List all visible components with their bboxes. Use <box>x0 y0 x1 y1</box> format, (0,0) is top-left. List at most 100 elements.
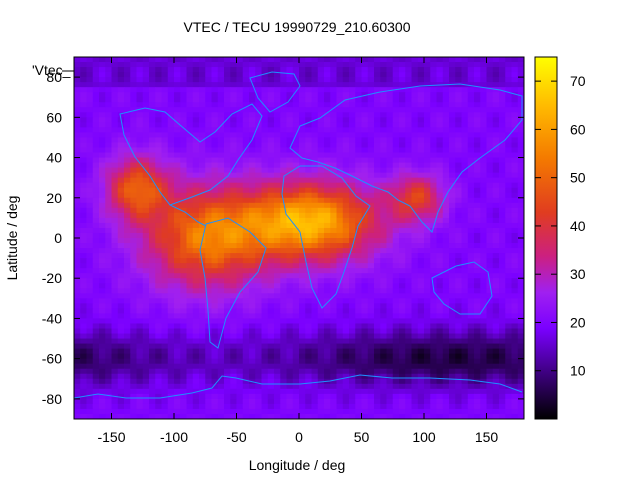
heatmap-cell <box>74 243 81 249</box>
heatmap-cell <box>499 97 506 103</box>
heatmap-cell <box>124 77 131 83</box>
heatmap-cell <box>311 383 319 390</box>
heatmap-cell <box>192 77 200 83</box>
heatmap-cell <box>405 207 413 214</box>
heatmap-cell <box>167 117 175 123</box>
heatmap-cell <box>292 207 300 214</box>
heatmap-cell <box>505 398 513 405</box>
heatmap-cell <box>99 212 106 219</box>
heatmap-cell <box>149 363 156 370</box>
heatmap-cell <box>136 117 144 123</box>
heatmap-cell <box>417 373 425 380</box>
heatmap-cell <box>386 248 394 254</box>
heatmap-cell <box>405 318 413 325</box>
heatmap-cell <box>367 353 375 360</box>
heatmap-cell <box>336 212 344 219</box>
heatmap-cell <box>361 157 369 164</box>
heatmap-cell <box>74 207 81 214</box>
heatmap-cell <box>467 172 475 179</box>
heatmap-cell <box>261 338 269 345</box>
heatmap-cell <box>74 167 81 174</box>
heatmap-cell <box>92 102 100 108</box>
heatmap-cell <box>305 72 313 78</box>
heatmap-cell <box>349 217 356 224</box>
heatmap-cell <box>386 107 394 113</box>
heatmap-cell <box>405 87 413 93</box>
heatmap-cell <box>449 67 456 73</box>
heatmap-cell <box>280 398 288 405</box>
heatmap-cell <box>455 82 463 88</box>
heatmap-cell <box>436 117 444 123</box>
heatmap-cell <box>355 313 363 320</box>
heatmap-cell <box>142 313 150 320</box>
heatmap-cell <box>211 293 219 299</box>
heatmap-cell <box>111 232 119 239</box>
heatmap-cell <box>486 162 494 169</box>
heatmap-cell <box>261 147 269 154</box>
heatmap-cell <box>399 222 406 229</box>
heatmap-cell <box>180 122 188 128</box>
heatmap-cell <box>299 207 306 214</box>
heatmap-cell <box>505 117 513 123</box>
heatmap-cell <box>261 298 269 304</box>
heatmap-cell <box>105 77 113 83</box>
heatmap-cell <box>355 288 363 294</box>
heatmap-cell <box>399 117 406 123</box>
heatmap-cell <box>324 268 331 274</box>
heatmap-cell <box>386 363 394 370</box>
heatmap-cell <box>392 398 400 405</box>
heatmap-cell <box>205 112 213 118</box>
heatmap-cell <box>399 368 406 375</box>
heatmap-cell <box>136 82 144 88</box>
heatmap-cell <box>74 258 81 264</box>
heatmap-cell <box>136 348 144 355</box>
heatmap-cell <box>99 162 106 169</box>
heatmap-cell <box>361 202 369 209</box>
heatmap-cell <box>367 288 375 294</box>
heatmap-cell <box>161 222 169 229</box>
heatmap-cell <box>486 197 494 204</box>
heatmap-cell <box>405 388 413 395</box>
heatmap-cell <box>455 102 463 108</box>
heatmap-cell <box>411 147 419 154</box>
heatmap-cell <box>149 263 156 269</box>
heatmap-cell <box>317 97 325 103</box>
heatmap-cell <box>205 87 213 93</box>
heatmap-cell <box>242 293 250 299</box>
heatmap-cell <box>230 82 238 88</box>
heatmap-cell <box>386 72 394 78</box>
heatmap-cell <box>436 398 444 405</box>
heatmap-cell <box>374 137 381 144</box>
heatmap-cell <box>342 137 350 144</box>
heatmap-cell <box>161 253 169 259</box>
heatmap-cell <box>217 248 225 254</box>
heatmap-cell <box>399 313 406 320</box>
heatmap-cell <box>92 92 100 98</box>
heatmap-cell <box>467 102 475 108</box>
heatmap-cell <box>324 222 331 229</box>
heatmap-cell <box>424 57 431 63</box>
heatmap-cell <box>261 192 269 199</box>
heatmap-cell <box>124 122 131 128</box>
heatmap-cell <box>192 187 200 194</box>
heatmap-cell <box>174 303 181 309</box>
heatmap-cell <box>255 97 263 103</box>
heatmap-cell <box>199 232 206 239</box>
heatmap-cell <box>399 343 406 350</box>
heatmap-cell <box>230 142 238 149</box>
heatmap-cell <box>236 182 244 189</box>
heatmap-cell <box>417 227 425 234</box>
heatmap-cell <box>217 217 225 224</box>
heatmap-cell <box>286 157 294 164</box>
heatmap-cell <box>149 87 156 93</box>
heatmap-cell <box>211 403 219 410</box>
heatmap-cell <box>417 82 425 88</box>
heatmap-cell <box>424 217 431 224</box>
heatmap-cell <box>74 77 81 83</box>
heatmap-cell <box>230 187 238 194</box>
heatmap-cell <box>280 142 288 149</box>
heatmap-cell <box>99 263 106 269</box>
heatmap-cell <box>186 147 194 154</box>
heatmap-cell <box>349 152 356 159</box>
heatmap-cell <box>117 248 125 254</box>
